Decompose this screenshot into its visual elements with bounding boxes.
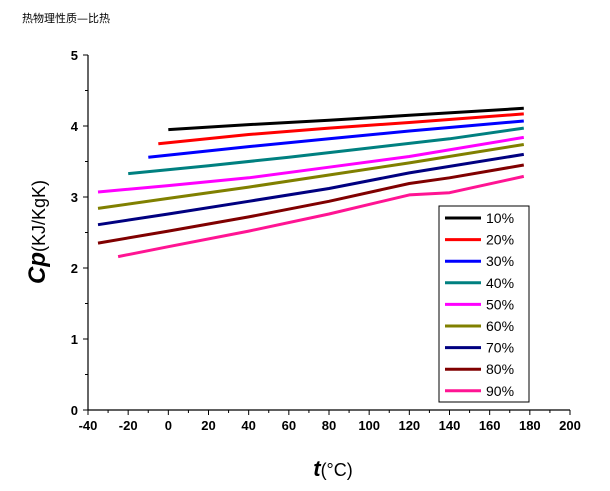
x-tick-label: 120 (398, 418, 420, 433)
y-axis-title-main: Cp (24, 252, 51, 284)
y-tick-label: 2 (71, 261, 78, 276)
series-line (158, 112, 524, 146)
legend-label: 50% (486, 296, 514, 312)
legend-items: 10% 20% 30% 40% 50% 60% 70% 80% 90% (445, 210, 514, 399)
y-axis-title: Cp(KJ/KgK) (24, 180, 51, 284)
y-tick-label: 4 (71, 119, 79, 134)
series-line (117, 174, 525, 259)
y-tick-label: 5 (71, 48, 78, 63)
x-ticks: -40 -20 0 20 40 60 80 100 120 140 160 180 200 (79, 410, 581, 433)
legend-label: 10% (486, 210, 514, 226)
x-tick-label: 160 (479, 418, 501, 433)
x-tick-label: -20 (119, 418, 138, 433)
series-line (97, 135, 525, 194)
y-tick-label: 3 (71, 190, 78, 205)
legend-label: 70% (486, 340, 514, 356)
series-line (168, 106, 524, 132)
legend-label: 30% (486, 253, 514, 269)
x-tick-label: 80 (322, 418, 336, 433)
x-tick-label: -40 (79, 418, 98, 433)
legend-label: 20% (486, 232, 514, 248)
y-tick-label: 0 (71, 403, 78, 418)
y-ticks: 0 1 2 3 4 5 (71, 48, 88, 418)
x-axis-title: t(°C) (313, 456, 353, 481)
y-axis-title-unit: (KJ/KgK) (29, 180, 49, 252)
legend-label: 60% (486, 318, 514, 334)
x-tick-label: 140 (439, 418, 461, 433)
x-tick-label: 20 (201, 418, 215, 433)
x-axis-title-main: t (313, 456, 322, 481)
x-axis-title-unit: (°C) (321, 460, 353, 480)
legend: 10% 20% 30% 40% 50% 60% 70% 80% 90% (438, 205, 530, 403)
legend-label: 80% (486, 361, 514, 377)
x-tick-label: 40 (241, 418, 255, 433)
x-tick-label: 180 (519, 418, 541, 433)
legend-label: 40% (486, 275, 514, 291)
series-line (97, 143, 525, 210)
plot-area: -40 -20 0 20 40 60 80 100 120 140 160 180 200 0 1 2 3 4 5 (71, 48, 581, 433)
page-title: 热物理性质—比热 (22, 12, 110, 25)
series-line (97, 163, 525, 245)
series-line (97, 152, 525, 227)
series-lines (97, 106, 525, 259)
y-tick-label: 1 (71, 332, 78, 347)
legend-label: 90% (486, 383, 514, 399)
series-line (148, 119, 524, 159)
x-tick-label: 60 (282, 418, 296, 433)
x-tick-label: 200 (559, 418, 581, 433)
series-line (128, 126, 525, 176)
x-tick-label: 100 (358, 418, 380, 433)
x-tick-label: 0 (165, 418, 172, 433)
